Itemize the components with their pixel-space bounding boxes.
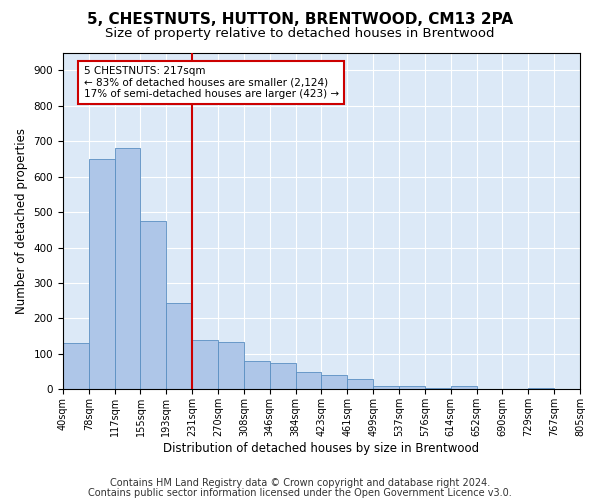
Bar — [166, 302, 192, 390]
Bar — [89, 159, 115, 390]
Bar — [347, 379, 373, 390]
Text: Contains HM Land Registry data © Crown copyright and database right 2024.: Contains HM Land Registry data © Crown c… — [110, 478, 490, 488]
Bar — [296, 372, 322, 390]
Text: Contains public sector information licensed under the Open Government Licence v3: Contains public sector information licen… — [88, 488, 512, 498]
Bar — [192, 340, 218, 390]
Bar — [244, 361, 270, 390]
Bar — [63, 344, 89, 390]
Bar — [140, 221, 166, 390]
Y-axis label: Number of detached properties: Number of detached properties — [15, 128, 28, 314]
Bar — [399, 386, 425, 390]
Bar — [451, 386, 476, 390]
Text: 5 CHESTNUTS: 217sqm
← 83% of detached houses are smaller (2,124)
17% of semi-det: 5 CHESTNUTS: 217sqm ← 83% of detached ho… — [83, 66, 339, 99]
Bar — [218, 342, 244, 390]
Bar — [425, 388, 451, 390]
Bar — [373, 386, 399, 390]
Text: 5, CHESTNUTS, HUTTON, BRENTWOOD, CM13 2PA: 5, CHESTNUTS, HUTTON, BRENTWOOD, CM13 2P… — [87, 12, 513, 28]
Bar — [528, 388, 554, 390]
Bar — [115, 148, 140, 390]
Bar — [270, 363, 296, 390]
Bar — [322, 375, 347, 390]
Text: Size of property relative to detached houses in Brentwood: Size of property relative to detached ho… — [105, 28, 495, 40]
X-axis label: Distribution of detached houses by size in Brentwood: Distribution of detached houses by size … — [163, 442, 479, 455]
